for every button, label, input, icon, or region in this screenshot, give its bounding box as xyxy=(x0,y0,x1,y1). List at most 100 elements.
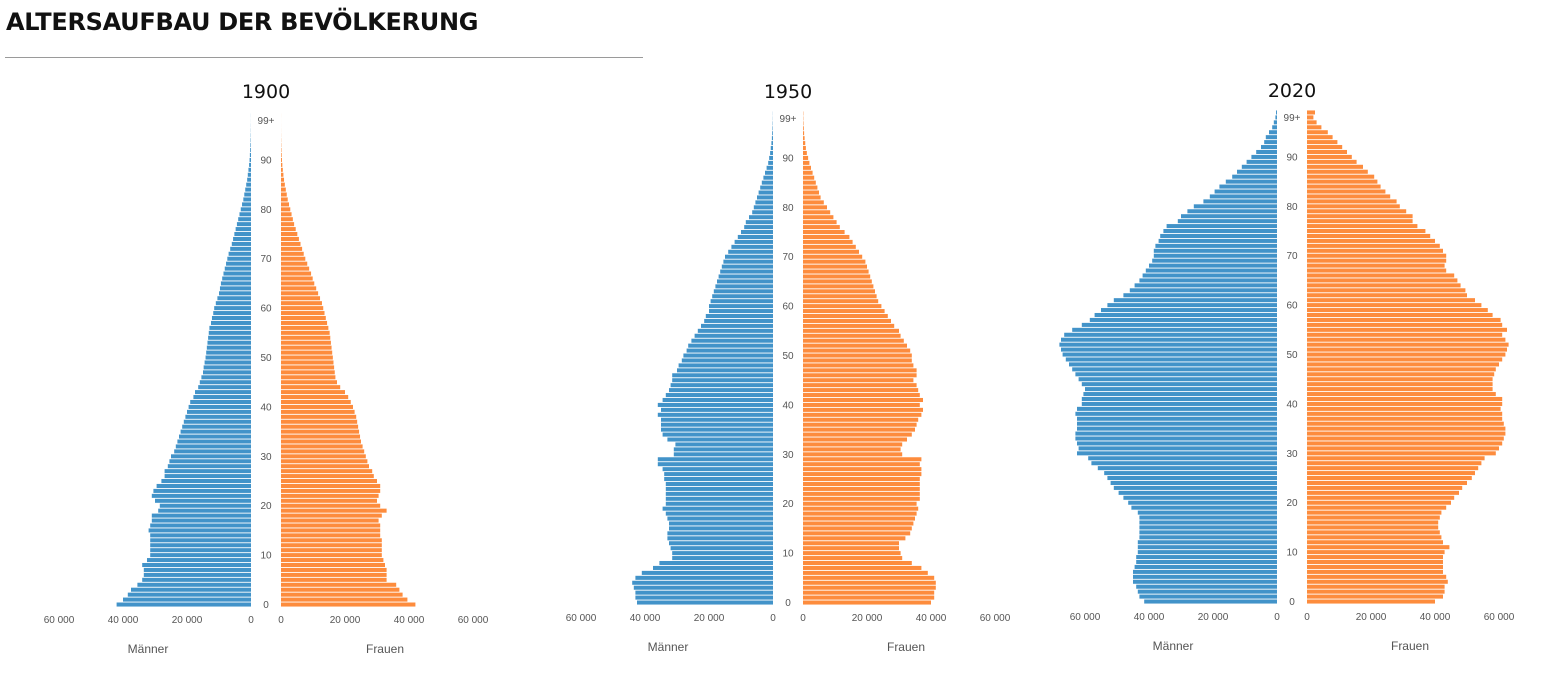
bar-frauen-age-53 xyxy=(281,340,331,345)
bar-maenner-age-56 xyxy=(701,323,773,328)
bar-maenner-age-4 xyxy=(1133,579,1277,584)
bar-maenner-age-84 xyxy=(760,185,773,190)
bar-maenner-age-59 xyxy=(213,311,251,316)
bar-maenner-age-89 xyxy=(1246,159,1277,164)
bar-maenner-age-12 xyxy=(1137,540,1277,545)
bar-maenner-age-53 xyxy=(1061,337,1277,342)
bar-frauen-age-78 xyxy=(281,217,293,222)
bar-maenner-age-50 xyxy=(205,355,251,360)
bar-frauen-age-65 xyxy=(803,279,872,284)
bar-maenner-age-40 xyxy=(657,402,773,407)
bar-frauen-age-57 xyxy=(1307,317,1501,322)
age-tick-label-top: 99+ xyxy=(258,116,275,127)
bar-maenner-age-27 xyxy=(164,469,251,474)
bar-frauen-age-69 xyxy=(1307,258,1447,263)
bar-frauen-age-71 xyxy=(281,251,304,256)
bar-maenner-age-75 xyxy=(741,230,773,235)
bar-maenner-age-47 xyxy=(203,370,251,375)
bar-frauen-age-82 xyxy=(1307,194,1391,199)
bar-frauen-age-76 xyxy=(1307,224,1418,229)
bar-maenner-age-43 xyxy=(195,390,251,395)
bar-frauen-age-69 xyxy=(281,261,308,266)
bar-frauen-age-41 xyxy=(1307,396,1503,402)
bar-frauen-age-91 xyxy=(1307,149,1347,155)
bar-maenner-age-27 xyxy=(1097,466,1277,471)
bar-maenner-age-41 xyxy=(1081,396,1277,402)
bar-frauen-age-29 xyxy=(1307,456,1485,461)
bar-frauen-age-40 xyxy=(281,404,353,409)
bar-frauen-age-87 xyxy=(1307,169,1368,174)
bar-frauen-age-64 xyxy=(803,284,874,289)
bar-maenner-age-28 xyxy=(167,464,251,469)
bar-maenner-age-70 xyxy=(725,254,773,259)
bar-maenner-age-49 xyxy=(1065,357,1277,362)
bar-maenner-age-57 xyxy=(1089,317,1277,322)
bar-maenner-age-29 xyxy=(1088,456,1277,461)
bar-frauen-age-22 xyxy=(1307,490,1459,495)
bar-maenner-age-19 xyxy=(1131,505,1277,510)
bar-frauen-age-61 xyxy=(803,299,879,304)
bar-frauen-age-61 xyxy=(1307,298,1475,303)
bar-frauen-age-37 xyxy=(1307,416,1503,421)
bar-maenner-age-34 xyxy=(179,434,251,439)
bar-maenner-age-33 xyxy=(667,437,773,442)
bar-frauen-age-50 xyxy=(803,353,912,358)
bar-maenner-age-37 xyxy=(183,419,251,424)
bar-frauen-age-71 xyxy=(1307,248,1443,253)
bar-frauen-age-3 xyxy=(1307,584,1445,589)
bar-frauen-age-0 xyxy=(803,600,931,605)
bar-maenner-age-73 xyxy=(231,241,251,246)
bar-maenner-age-43 xyxy=(1085,387,1277,392)
bar-maenner-age-44 xyxy=(1081,382,1277,387)
bar-maenner-age-52 xyxy=(206,345,251,350)
pyramid-title: 1900 xyxy=(242,81,290,103)
bar-maenner-age-4 xyxy=(137,582,251,587)
bar-frauen-age-38 xyxy=(1307,411,1503,416)
bar-maenner-age-38 xyxy=(1075,411,1277,416)
bar-maenner-age-6 xyxy=(143,572,251,577)
bar-frauen-age-74 xyxy=(1307,233,1431,238)
bar-frauen-age-59 xyxy=(1307,308,1488,313)
bar-frauen-age-6 xyxy=(281,572,387,577)
bar-maenner-age-22 xyxy=(1118,490,1277,495)
bar-maenner-age-35 xyxy=(661,427,773,432)
bar-frauen-age-68 xyxy=(803,264,867,269)
bar-frauen-age-48 xyxy=(281,365,335,370)
bar-maenner-age-79 xyxy=(1187,209,1277,214)
bar-frauen-age-27 xyxy=(1307,466,1479,471)
bar-maenner-age-0 xyxy=(116,602,251,607)
bar-maenner-age-54 xyxy=(208,335,251,340)
bar-frauen-age-29 xyxy=(281,459,368,464)
bar-frauen-age-63 xyxy=(281,291,319,296)
bar-maenner-age-30 xyxy=(673,452,773,457)
bar-maenner-age-13 xyxy=(667,536,773,541)
bar-frauen-age-98 xyxy=(1307,115,1314,120)
bar-maenner-age-43 xyxy=(669,388,773,393)
bar-maenner-age-47 xyxy=(1072,367,1277,372)
bar-frauen-age-87 xyxy=(281,172,284,177)
age-tick-label: 0 xyxy=(785,598,791,609)
bar-frauen-age-77 xyxy=(281,222,295,227)
bar-frauen-age-3 xyxy=(803,585,936,590)
bar-frauen-age-40 xyxy=(1307,401,1503,406)
bar-maenner-age-12 xyxy=(669,541,773,546)
bar-maenner-age-49 xyxy=(204,360,251,365)
bar-maenner-age-63 xyxy=(1129,288,1277,293)
bar-frauen-age-75 xyxy=(281,232,298,237)
bar-frauen-age-93 xyxy=(803,141,806,146)
bar-maenner-age-9 xyxy=(1136,555,1277,560)
bar-frauen-age-31 xyxy=(1307,446,1499,451)
bar-frauen-age-14 xyxy=(803,531,911,536)
bar-maenner-age-3 xyxy=(131,587,251,592)
bar-frauen-age-77 xyxy=(1307,219,1413,224)
bar-maenner-age-74 xyxy=(737,234,773,239)
bar-maenner-age-62 xyxy=(712,294,773,299)
bar-maenner-age-12 xyxy=(150,543,251,548)
bar-frauen-age-55 xyxy=(281,330,330,335)
bar-frauen-age-24 xyxy=(281,483,381,488)
bar-frauen-age-2 xyxy=(803,590,935,595)
bar-maenner-age-78 xyxy=(749,215,773,220)
bar-maenner-age-78 xyxy=(238,217,251,222)
x-tick-label-maenner: 0 xyxy=(770,613,776,624)
bar-maenner-age-64 xyxy=(1134,283,1277,288)
